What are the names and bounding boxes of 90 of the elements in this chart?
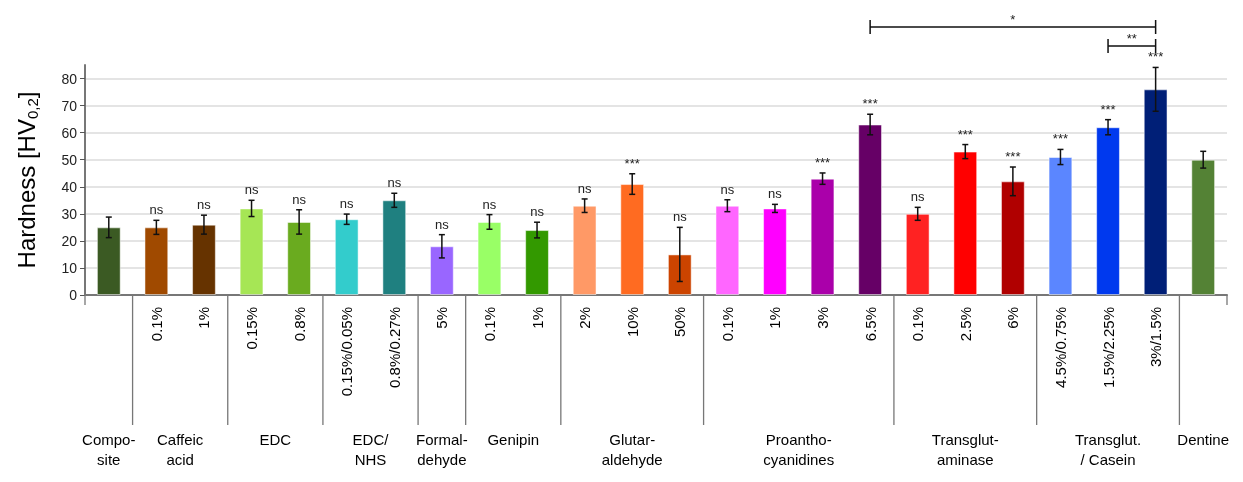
bar (620, 184, 645, 295)
data-label: ns (435, 216, 450, 232)
y-axis-title: Hardness [HV0,2] (13, 91, 41, 269)
bar (572, 205, 597, 295)
y-tick-label: 0 (69, 287, 78, 303)
data-label: ns (530, 204, 545, 220)
bar (287, 221, 312, 295)
text: Dentine (1177, 431, 1230, 448)
data-label: ns (387, 175, 402, 191)
y-tick-label: 30 (61, 205, 78, 222)
data-label: ns (768, 186, 783, 202)
x-tick-label: 0.15% (243, 307, 261, 350)
bar (1191, 159, 1216, 295)
y-tick-label: 20 (61, 232, 78, 249)
bar (334, 219, 359, 295)
bar (667, 254, 692, 295)
x-tick-label: 5% (433, 307, 451, 329)
data-label: *** (1005, 149, 1021, 165)
x-tick-label: 0.1% (718, 307, 736, 342)
y-tick-label: 70 (61, 97, 78, 114)
x-tick-label: 1% (195, 307, 213, 329)
bar (953, 151, 978, 295)
bar (905, 213, 930, 295)
data-label: *** (624, 155, 640, 171)
data-label: ns (720, 181, 735, 197)
bar (715, 205, 740, 295)
text: ** (1126, 31, 1137, 46)
text: Glutar- aldehyde (601, 431, 663, 468)
bar (1143, 89, 1168, 295)
bar (763, 208, 787, 295)
data-label: *** (1052, 131, 1069, 147)
x-tick-label: 3%/1.5% (1147, 307, 1165, 368)
bar (858, 124, 883, 295)
bar (477, 221, 502, 295)
x-tick-label: 1% (528, 307, 546, 329)
data-label: ns (244, 182, 259, 198)
y-tick-label: 40 (61, 178, 78, 195)
x-tick-label: 0.8%/0.27% (385, 307, 403, 388)
x-tick-label: 2% (576, 307, 594, 329)
x-tick-label: 50% (671, 307, 689, 338)
data-label: *** (862, 96, 878, 112)
data-label: ns (339, 196, 355, 212)
x-tick-label: 1% (766, 307, 784, 329)
bar (96, 227, 121, 295)
bar (239, 208, 264, 295)
data-label: ns (149, 202, 164, 218)
text: Proantho- cyanidines (763, 431, 835, 468)
x-tick-label: 1.5%/2.25% (1099, 307, 1117, 388)
x-tick-label: 0.1% (147, 307, 165, 342)
y-tick-label: 50 (61, 151, 78, 168)
bar (1048, 157, 1073, 295)
data-label: ns (910, 189, 926, 205)
text: Caffeic acid (156, 431, 204, 468)
data-label: ns (292, 191, 307, 207)
data-label: ns (197, 197, 212, 213)
x-tick-label: 6.5% (861, 307, 879, 342)
x-tick-label: 0.15%/0.05% (338, 307, 356, 397)
data-label: *** (814, 154, 831, 170)
x-tick-label: 10% (623, 307, 641, 338)
y-tick-label: 80 (61, 70, 78, 87)
text: * (1010, 12, 1016, 27)
data-label: *** (957, 126, 973, 142)
x-tick-label: 4.5%/0.75% (1051, 307, 1069, 388)
x-tick-label: 0.1% (909, 307, 927, 342)
data-label: ns (577, 180, 592, 196)
bar (525, 230, 549, 295)
data-label: ns (672, 209, 688, 225)
x-tick-label: 2.5% (956, 307, 974, 342)
x-tick-label: 3% (814, 307, 832, 329)
x-tick-label: 6% (1004, 307, 1022, 329)
text: EDC (259, 431, 292, 448)
data-label: ns (482, 196, 497, 212)
y-tick-label: 60 (61, 124, 78, 141)
x-tick-label: 0.1% (480, 307, 498, 342)
text: Genipin (487, 431, 540, 448)
bar (144, 227, 169, 295)
bar (429, 246, 454, 295)
bar (1096, 127, 1120, 295)
bar (810, 178, 835, 295)
bar (1000, 181, 1025, 295)
bar (382, 200, 407, 295)
text: EDC/ NHS (352, 431, 390, 468)
text: Compo- site (82, 431, 136, 468)
text: Formal- dehyde (416, 431, 468, 468)
data-label: *** (1100, 101, 1116, 117)
y-tick-label: 10 (61, 259, 78, 276)
text: Transglut. / Casein (1074, 431, 1142, 468)
text: Transglut- aminase (931, 431, 999, 468)
x-tick-label: 0.8% (290, 307, 308, 342)
bar (192, 224, 216, 295)
